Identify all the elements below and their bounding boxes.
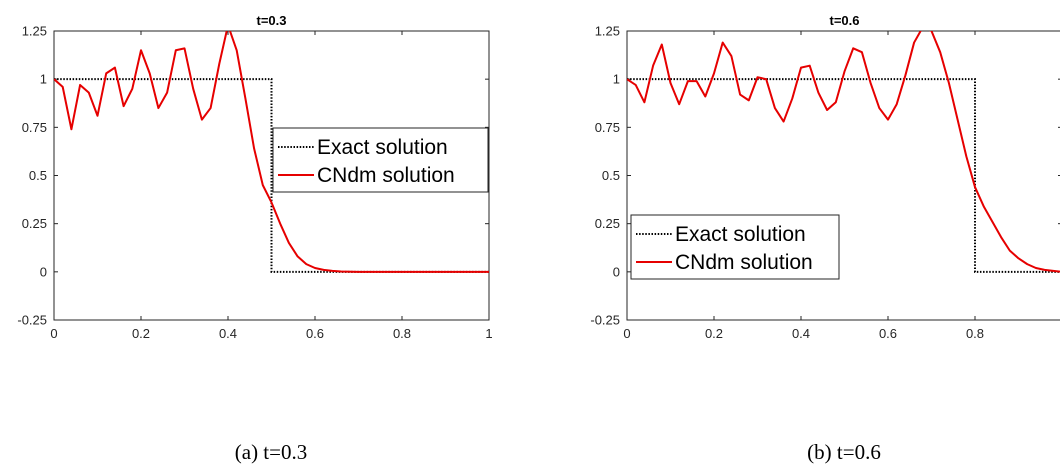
y-tick-label: 1.25 <box>22 24 47 39</box>
x-tick-label: 0.6 <box>879 326 897 341</box>
legend: Exact solution CNdm solution <box>272 127 489 193</box>
figure-caption: (b) t=0.6 <box>807 440 881 464</box>
series-line-cndm <box>627 31 1060 273</box>
y-tick-label: 1.25 <box>595 24 620 39</box>
chart-title: t=0.6 <box>830 13 860 28</box>
figure-caption: (a) t=0.3 <box>235 440 308 464</box>
x-tick-label: 0.6 <box>306 326 324 341</box>
x-tick-label: 0.8 <box>393 326 411 341</box>
x-tick-label: 0.2 <box>705 326 723 341</box>
x-tick-label: 0.4 <box>219 326 237 341</box>
y-tick-label: 1 <box>40 72 47 87</box>
y-tick-label: 0.5 <box>29 168 47 183</box>
y-tick-label: 0 <box>613 264 620 279</box>
x-tick-label: 0.4 <box>792 326 810 341</box>
legend-label: CNdm solution <box>675 251 813 274</box>
legend-label: Exact solution <box>675 223 806 246</box>
y-tick-label: 0.25 <box>595 216 620 231</box>
y-tick-label: 0 <box>40 264 47 279</box>
y-tick-label: 1 <box>613 72 620 87</box>
x-tick-label: 0.2 <box>132 326 150 341</box>
chart-title: t=0.3 <box>257 13 287 28</box>
x-tick-label: 0 <box>50 326 57 341</box>
x-tick-label: 0.8 <box>966 326 984 341</box>
x-tick-label: 1 <box>485 326 492 341</box>
series-line-cndm <box>54 31 489 273</box>
x-tick-label: 0 <box>623 326 630 341</box>
series-line-exact <box>627 78 1060 273</box>
y-tick-label: -0.25 <box>17 313 47 328</box>
y-tick-label: 0.5 <box>602 168 620 183</box>
legend-label: CNdm solution <box>317 164 455 187</box>
legend-box <box>630 214 840 280</box>
y-tick-label: 0.25 <box>22 216 47 231</box>
y-tick-label: -0.25 <box>590 313 620 328</box>
y-tick-label: 0.75 <box>22 120 47 135</box>
legend-box <box>272 127 489 193</box>
y-tick-label: 0.75 <box>595 120 620 135</box>
legend: Exact solution CNdm solution <box>630 214 840 280</box>
legend-label: Exact solution <box>317 136 448 159</box>
